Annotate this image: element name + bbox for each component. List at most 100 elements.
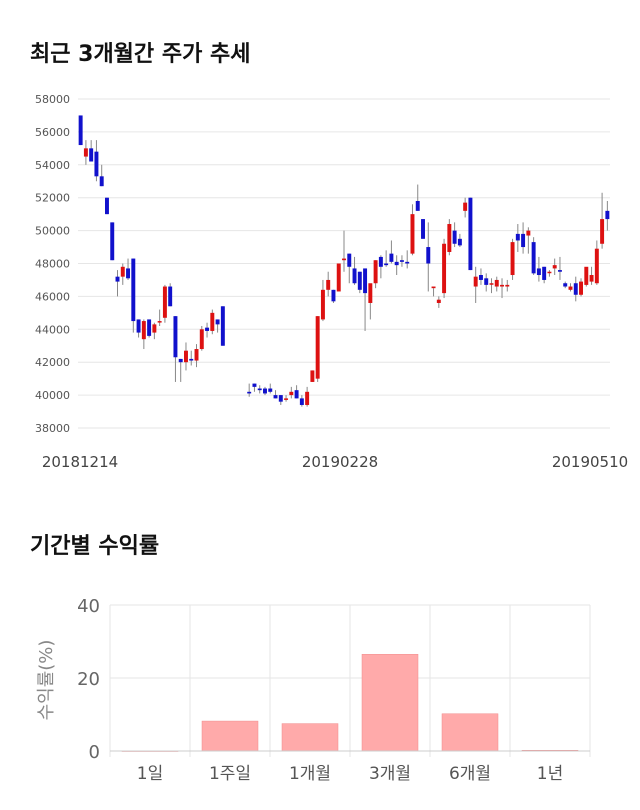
candle-down (405, 261, 410, 264)
candle-down (521, 233, 526, 248)
candle-down (421, 219, 425, 239)
candle-up (315, 316, 320, 379)
candle-down (215, 319, 220, 325)
return-bar (201, 720, 259, 752)
candle-up (447, 224, 452, 252)
x-tick-label: 1년 (537, 764, 563, 784)
x-tick-label: 20190228 (302, 453, 378, 471)
candle-up (589, 275, 594, 282)
candle-up (184, 350, 188, 363)
candle-down (104, 197, 109, 215)
candle-up (526, 230, 531, 236)
candle-up (500, 284, 504, 287)
candle-down (563, 283, 568, 287)
candle-down (399, 260, 404, 262)
candle-down (468, 197, 473, 271)
return-bar (441, 713, 499, 752)
candle-up (579, 281, 584, 295)
candle-down (452, 230, 457, 244)
period-return-title: 기간별 수익률 (30, 534, 160, 559)
y-tick-label: 58000 (35, 93, 70, 106)
candle-up (494, 279, 499, 287)
candle-down (110, 222, 115, 261)
candle-down (131, 258, 136, 322)
candle-up (305, 391, 310, 405)
candlestick-chart: 58000 56000 54000 52000 50000 48000 46000 44000… (35, 93, 628, 471)
candle-up (326, 279, 331, 290)
candle-down (126, 268, 131, 279)
y-tick-label: 48000 (35, 258, 70, 271)
candle-up (289, 391, 294, 396)
y-tick-label: 46000 (35, 290, 70, 303)
candle-up (505, 284, 510, 287)
return-bar (281, 723, 339, 752)
candle-down (357, 271, 362, 290)
y-tick-label: 20 (77, 669, 100, 690)
x-tick-label: 1일 (137, 764, 163, 784)
candle-down (189, 358, 194, 361)
candle-up (152, 324, 157, 333)
candle-down (273, 395, 278, 399)
candle-up (342, 258, 346, 261)
candle-up (594, 248, 599, 284)
candle-down (299, 398, 304, 405)
candle-up (199, 329, 204, 350)
candle-down (294, 390, 299, 399)
y-tick-label: 0 (89, 742, 100, 763)
candle-down (415, 200, 420, 211)
candle-down (136, 319, 141, 333)
candle-up (463, 202, 468, 211)
x-tick-label: 1주일 (209, 764, 251, 784)
candle-up (194, 349, 199, 361)
candle-down (542, 266, 547, 280)
candle-down (347, 253, 352, 267)
y-tick-label: 40000 (35, 389, 70, 402)
candle-down (78, 115, 83, 146)
candle-down (384, 263, 389, 266)
return-bar (361, 654, 419, 752)
y-tick-label: 38000 (35, 422, 70, 435)
candle-down (268, 388, 273, 392)
x-tick-label: 20190510 (552, 453, 628, 471)
candle-down (257, 388, 262, 391)
y-tick-label: 54000 (35, 159, 70, 172)
candle-up (368, 283, 373, 303)
candle-down (515, 233, 520, 241)
y-tick-label: 42000 (35, 356, 70, 369)
candle-down (484, 278, 489, 285)
candle-up (552, 265, 557, 269)
candle-up (568, 286, 573, 290)
candle-up (284, 398, 289, 400)
candle-up (442, 243, 447, 294)
candle-up (510, 242, 515, 276)
candle-up (600, 219, 605, 244)
candle-down (263, 388, 267, 394)
candle-down (389, 253, 394, 262)
candle-down (573, 283, 578, 295)
candle-down (147, 319, 152, 336)
candle-down (178, 358, 183, 363)
candle-down (89, 148, 94, 162)
candle-up (489, 283, 494, 285)
candle-down (457, 238, 462, 246)
candle-down (278, 395, 283, 402)
y-tick-label: 50000 (35, 225, 70, 238)
candle-up (336, 263, 341, 292)
candle-up (547, 271, 552, 274)
candle-down (252, 383, 257, 387)
candle-down (531, 242, 536, 274)
candle-up (431, 286, 436, 289)
candle-up (373, 260, 378, 284)
candle-down (247, 391, 252, 394)
y-tick-label: 44000 (35, 323, 70, 336)
candle-down (99, 176, 104, 187)
candle-down (115, 276, 120, 282)
y-tick-label: 40 (77, 596, 100, 617)
x-tick-label: 20181214 (42, 453, 118, 471)
candle-up (120, 266, 125, 277)
candle-up (473, 276, 478, 287)
candle-down (378, 256, 383, 267)
x-tick-label: 3개월 (369, 764, 411, 784)
x-tick-label: 6개월 (449, 764, 491, 784)
